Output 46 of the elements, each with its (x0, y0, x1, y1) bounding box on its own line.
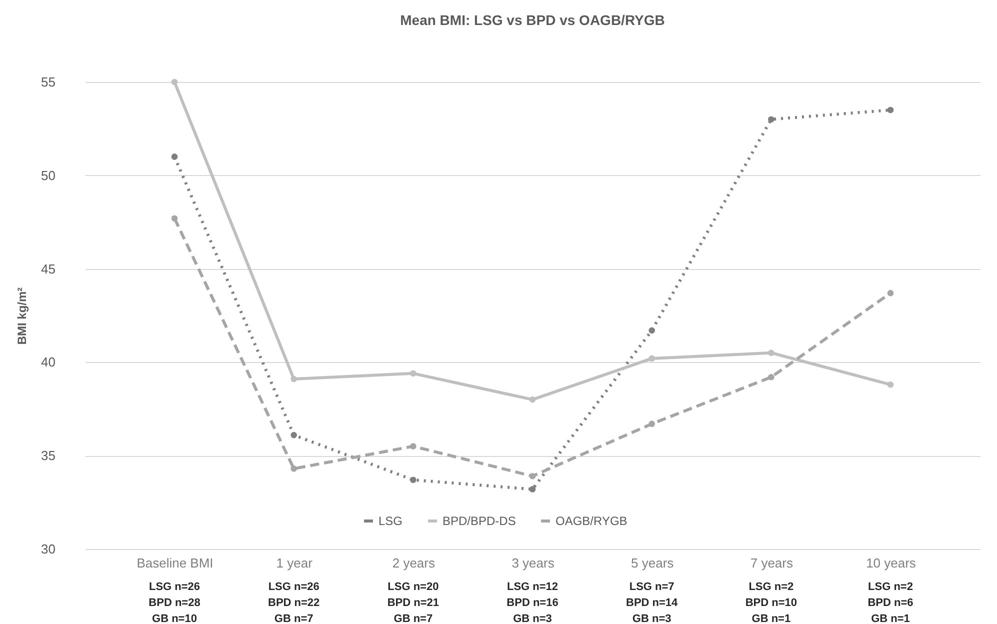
y-tick-label: 50 (41, 168, 56, 183)
x-tick-label: 2 years (392, 556, 436, 570)
x-tick-label: 1 year (276, 556, 314, 570)
point (648, 355, 655, 362)
point (171, 78, 178, 86)
y-tick-label: 30 (41, 542, 56, 556)
legend-label: BPD/BPD-DS (442, 514, 516, 528)
point (648, 420, 655, 427)
point (887, 381, 894, 388)
y-tick-label: 45 (41, 261, 56, 276)
x-tick-label: Baseline BMI (136, 556, 214, 570)
point (290, 466, 297, 472)
x-tick-label: 7 years (750, 556, 794, 570)
chart-title: Mean BMI: LSG vs BPD vs OAGB/RYGB (400, 12, 665, 28)
y-tick-label: 40 (41, 354, 56, 370)
text: LSG n=7 BPD n=14 GB n=3 (626, 581, 679, 624)
text: LSG n=2 BPD n=10 GB n=1 (745, 581, 798, 624)
point (290, 432, 297, 438)
point (171, 154, 178, 160)
x-tick-label: 5 years (631, 556, 674, 570)
point (410, 370, 416, 377)
legend-label: LSG (378, 514, 403, 528)
point (648, 327, 655, 334)
point (410, 443, 416, 450)
point (290, 376, 297, 382)
y-axis-title: BMI kg/m² (15, 287, 30, 345)
y-tick-label: 35 (41, 448, 56, 464)
point (768, 116, 774, 123)
text: LSG n=26 BPD n=28 GB n=10 (148, 581, 200, 624)
x-tick-label: 3 years (512, 556, 555, 570)
point (768, 374, 774, 380)
point (768, 350, 774, 356)
x-tick-label: 10 years (866, 556, 916, 570)
point (887, 290, 894, 296)
text: LSG n=20 BPD n=21 GB n=7 (387, 581, 440, 624)
text: LSG n=26 BPD n=22 GB n=7 (268, 581, 320, 624)
point (410, 476, 416, 484)
point (529, 486, 536, 492)
text: LSG n=2 BPD n=6 GB n=1 (868, 581, 914, 624)
legend-label: OAGB/RYGB (556, 514, 628, 528)
y-tick-label: 55 (41, 74, 56, 90)
point (529, 396, 536, 403)
point (529, 472, 536, 480)
point (171, 215, 178, 222)
point (887, 106, 894, 114)
text: LSG n=12 BPD n=16 GB n=3 (506, 581, 558, 624)
